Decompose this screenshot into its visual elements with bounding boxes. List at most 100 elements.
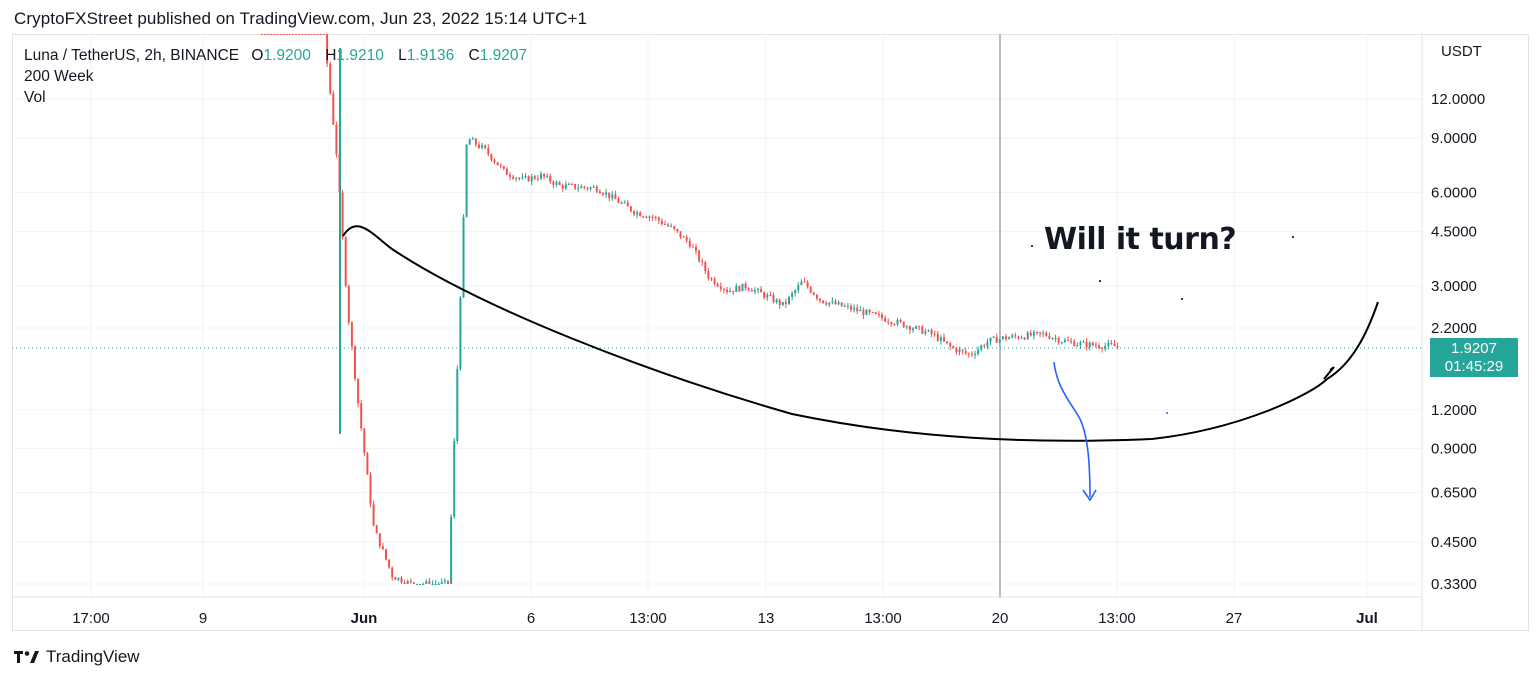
time-tick-label: 27 — [1226, 610, 1243, 627]
candle-body — [918, 326, 921, 328]
candle-body — [921, 326, 924, 334]
candle-body — [276, 34, 279, 35]
candle-body — [651, 216, 654, 218]
candle-body — [388, 559, 391, 568]
candle-body — [884, 318, 887, 322]
candle-body — [1067, 340, 1069, 342]
candle-body — [431, 584, 434, 585]
candle-body — [474, 138, 477, 145]
indicator-volume[interactable]: Vol — [24, 89, 46, 106]
candle-body — [487, 147, 490, 155]
time-tick-label: 13 — [758, 610, 775, 627]
candle-body — [822, 300, 825, 304]
candle-body — [459, 297, 462, 369]
candle-body — [1104, 345, 1107, 349]
candle-body — [471, 138, 474, 140]
low-label: L — [398, 47, 407, 64]
candle-body — [676, 228, 679, 232]
candle-body — [856, 307, 859, 312]
price-tick-label: 4.5000 — [1431, 223, 1477, 240]
candle-body — [608, 192, 611, 198]
candle-body — [496, 162, 499, 166]
candle-body — [1008, 337, 1011, 340]
candle-body — [853, 307, 856, 310]
candle-body — [354, 346, 356, 379]
candle-body — [868, 309, 871, 313]
chart-frame — [12, 34, 1529, 631]
candle-body — [533, 176, 536, 179]
candle-body — [881, 314, 883, 319]
candle-body — [493, 159, 496, 163]
candle-body — [1098, 345, 1100, 348]
candle-body — [952, 346, 955, 349]
low-value: 1.9136 — [406, 47, 455, 64]
price-tick-label: 0.4500 — [1431, 534, 1477, 551]
indicator-200-week[interactable]: 200 Week — [24, 68, 94, 85]
candle-body — [453, 441, 456, 517]
candle-body — [378, 533, 381, 547]
candle-body — [648, 216, 651, 218]
candle-body — [412, 582, 415, 584]
symbol-label[interactable]: Luna / TetherUS, 2h, BINANCE — [24, 47, 240, 64]
candle-body — [490, 154, 493, 160]
candle-body — [301, 34, 304, 35]
time-tick-label: 13:00 — [1098, 610, 1136, 627]
candle-body — [270, 34, 273, 35]
candle-body — [840, 302, 843, 307]
candle-body — [372, 504, 375, 526]
candle-body — [385, 549, 387, 560]
candle-body — [1045, 333, 1048, 336]
annotation-dot — [1031, 245, 1033, 247]
candle-body — [1073, 341, 1076, 347]
curve-extension — [1326, 301, 1379, 380]
candle-body — [1020, 337, 1023, 339]
price-tick-label: 3.0000 — [1431, 278, 1477, 295]
candle-body — [722, 289, 725, 291]
candle-body — [726, 289, 728, 292]
time-tick-label: 13:00 — [864, 610, 902, 627]
candle-body — [902, 321, 905, 328]
candle-body — [1088, 342, 1091, 348]
candle-body — [617, 199, 620, 203]
relist-spike-candle — [339, 48, 341, 434]
candle-body — [664, 224, 666, 226]
price-chart[interactable]: 12.0000 9.0000 6.0000 4.5000 3.0000 2.2000 1.2… — [12, 34, 1529, 631]
close-label: C — [468, 47, 480, 64]
candle-body — [769, 294, 772, 296]
candle-body — [741, 283, 744, 292]
candle-body — [304, 34, 307, 35]
candle-body — [1101, 347, 1104, 349]
candle-body — [518, 177, 521, 179]
candle-body — [394, 577, 397, 580]
candle-body — [927, 330, 930, 332]
candle-body — [319, 34, 322, 35]
downward-arrow — [1053, 361, 1091, 498]
candle-body — [843, 305, 846, 307]
candle-body — [974, 353, 976, 355]
last-price-badge: 1.9207 01:45:29 — [1430, 338, 1518, 377]
candle-body — [536, 178, 539, 180]
candle-body — [710, 278, 713, 280]
candle-body — [784, 301, 787, 304]
candle-body — [350, 322, 353, 347]
candle-body — [716, 284, 719, 287]
candle-body — [636, 212, 639, 215]
candle-body — [623, 202, 626, 204]
candle-body — [688, 240, 691, 247]
tradingview-logo-icon — [14, 651, 39, 663]
time-axis-labels: 17:00 9 Jun 6 13:00 13 13:00 20 13:00 27 Jul — [72, 610, 1378, 627]
candle-body — [443, 580, 446, 583]
tradingview-brand[interactable]: TradingView — [46, 647, 140, 666]
candle-body — [400, 577, 403, 583]
candle-body — [313, 34, 316, 35]
candle-body — [326, 34, 329, 64]
candle-body — [450, 516, 453, 584]
candle-body — [946, 341, 949, 343]
candle-body — [561, 184, 564, 189]
candle-body — [896, 319, 899, 325]
candle-body — [447, 580, 449, 584]
candle-body — [375, 525, 378, 534]
candle-body — [366, 452, 369, 475]
candle-body — [989, 337, 992, 342]
candle-body — [1063, 340, 1066, 343]
